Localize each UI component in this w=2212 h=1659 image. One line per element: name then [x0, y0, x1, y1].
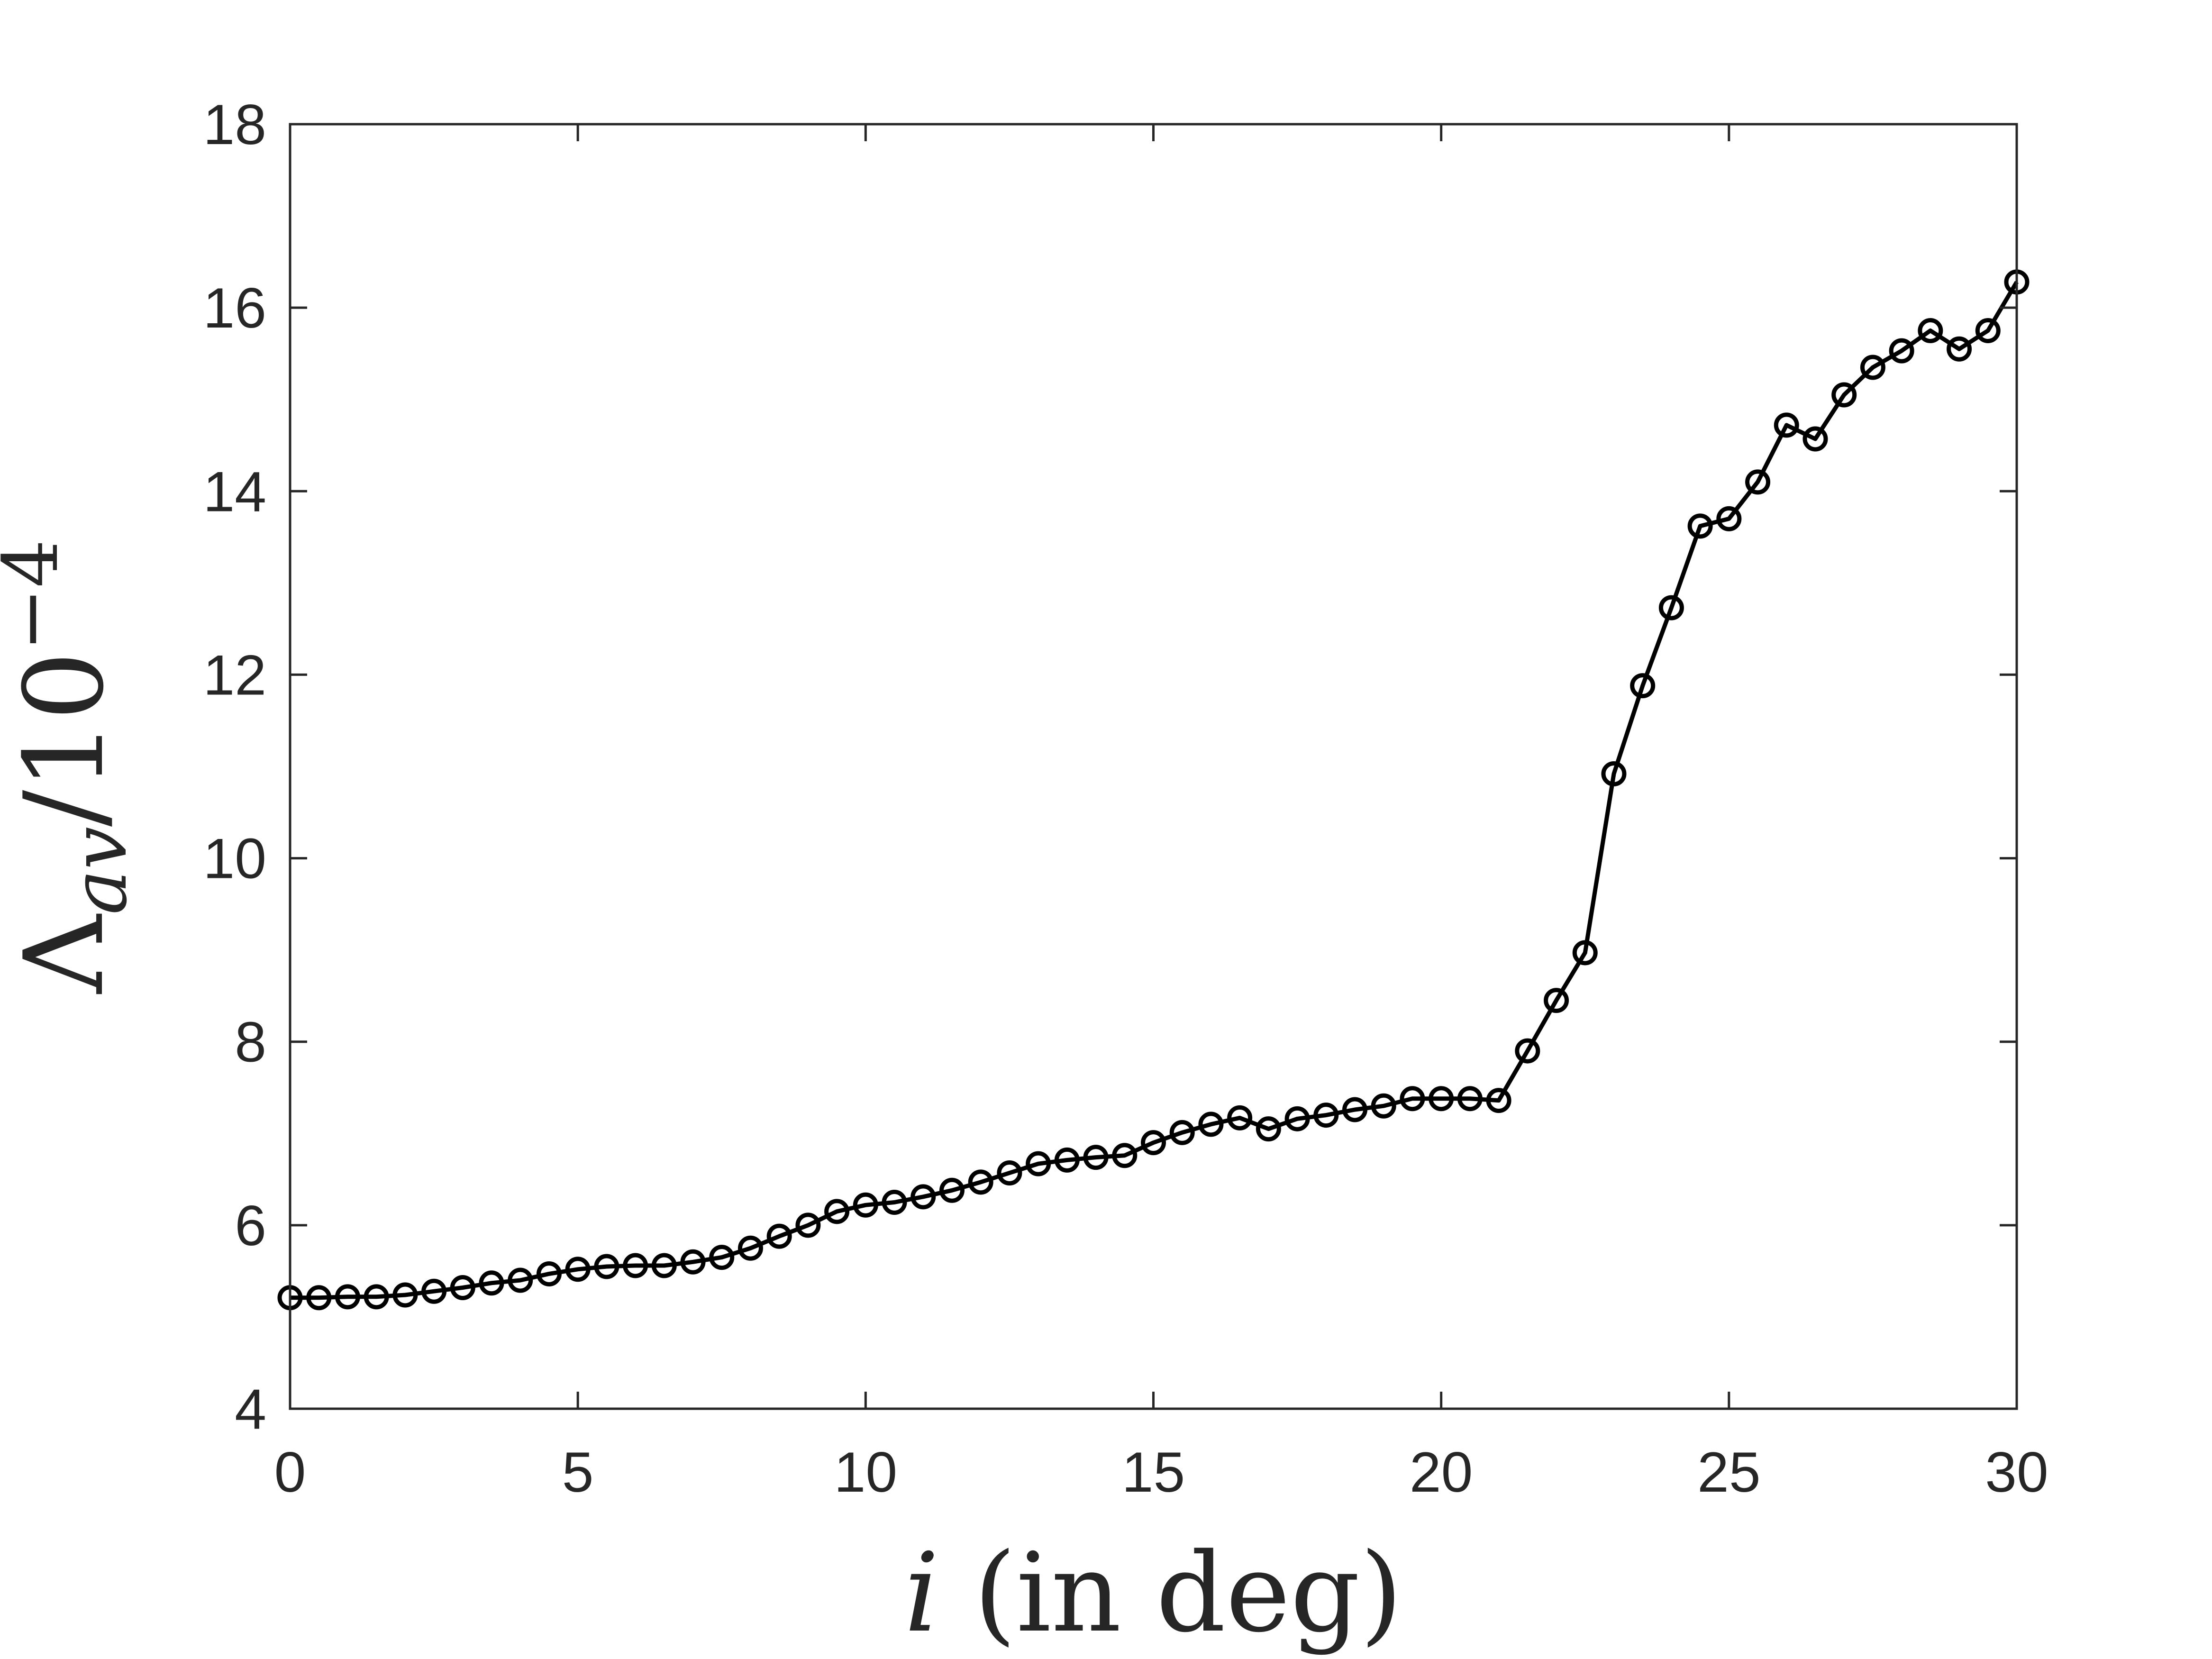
- data-point: [1918, 318, 1943, 344]
- y-tick-label: 4: [235, 1377, 266, 1441]
- data-point: [1889, 338, 1914, 364]
- x-tick-label: 30: [1985, 1440, 2048, 1504]
- data-point: [737, 1235, 763, 1261]
- data-point: [335, 1284, 360, 1310]
- data-point: [364, 1284, 389, 1310]
- data-point: [594, 1254, 619, 1279]
- data-point: [1371, 1093, 1396, 1119]
- data-point: [479, 1270, 504, 1296]
- y-axis-title-subscript: av: [55, 827, 144, 915]
- data-point: [1400, 1086, 1425, 1112]
- data-point: [1630, 673, 1656, 699]
- data-point: [1284, 1106, 1310, 1131]
- data-point: [1227, 1105, 1253, 1130]
- y-tick-label: 14: [203, 460, 266, 523]
- data-point: [795, 1212, 821, 1238]
- series-layer: [277, 269, 2030, 1311]
- data-point: [1515, 1038, 1540, 1064]
- data-point: [1658, 595, 1684, 620]
- data-point: [853, 1192, 878, 1218]
- data-point: [1342, 1097, 1368, 1122]
- data-point: [1831, 382, 1857, 408]
- y-axis-title-divisor: /10: [1, 651, 128, 827]
- x-tick-label: 25: [1697, 1440, 1760, 1504]
- y-axis-title-exponent: −4: [0, 539, 75, 651]
- data-point: [1745, 469, 1771, 495]
- data-point: [1975, 318, 2001, 344]
- data-point: [1083, 1145, 1109, 1170]
- x-axis-title: i (in deg): [904, 1530, 1403, 1657]
- x-tick-label: 15: [1122, 1440, 1185, 1504]
- data-point: [939, 1177, 965, 1203]
- data-point: [623, 1253, 648, 1278]
- data-point: [1169, 1120, 1195, 1145]
- data-point: [508, 1267, 533, 1293]
- data-point: [1429, 1086, 1454, 1112]
- x-tick-label: 5: [562, 1440, 594, 1504]
- y-tick-label: 8: [235, 1011, 266, 1074]
- data-point: [1687, 513, 1713, 539]
- data-point: [882, 1189, 907, 1215]
- data-point: [565, 1257, 591, 1282]
- data-point: [306, 1285, 332, 1311]
- data-point: [421, 1278, 447, 1304]
- x-axis-title-variable: i: [904, 1530, 939, 1657]
- y-axis-title: Λav/10−4: [0, 539, 144, 994]
- data-point: [536, 1261, 562, 1286]
- y-tick-label: 16: [203, 276, 266, 340]
- data-point: [1054, 1147, 1080, 1173]
- data-point: [1256, 1116, 1281, 1142]
- series-line-0: [290, 281, 2019, 1300]
- data-point: [1802, 426, 1828, 452]
- y-tick-label: 12: [203, 643, 266, 707]
- data-point: [766, 1223, 792, 1249]
- data-point: [910, 1184, 936, 1210]
- data-point: [1716, 506, 1742, 531]
- x-tick-label: 0: [274, 1440, 306, 1504]
- data-point: [1601, 761, 1627, 786]
- y-tick-label: 18: [203, 93, 266, 156]
- data-point: [651, 1253, 677, 1278]
- data-point: [1112, 1143, 1138, 1168]
- data-point: [709, 1245, 735, 1270]
- x-tick-label: 10: [834, 1440, 897, 1504]
- data-point: [1947, 336, 1972, 362]
- data-point: [1141, 1130, 1166, 1156]
- data-point: [1457, 1086, 1483, 1112]
- data-point: [824, 1199, 850, 1224]
- data-point: [1572, 940, 1598, 966]
- y-axis-title-lambda: Λ: [1, 913, 128, 994]
- data-point: [1026, 1151, 1051, 1176]
- data-point: [680, 1249, 706, 1275]
- x-axis-title-unit: (in deg): [939, 1530, 1402, 1657]
- data-point: [968, 1169, 993, 1195]
- data-point: [392, 1282, 418, 1308]
- y-tick-label: 10: [203, 827, 266, 891]
- data-point: [450, 1275, 475, 1300]
- data-point: [997, 1160, 1022, 1186]
- data-point: [1860, 355, 1885, 380]
- data-point: [1486, 1088, 1511, 1113]
- tick-layer: 0 5 10 15 20 25 30 4 6 8 10 12 14 16 18: [203, 93, 2048, 1504]
- y-tick-label: 6: [235, 1194, 266, 1258]
- data-point: [1774, 412, 1799, 438]
- x-tick-label: 20: [1410, 1440, 1473, 1504]
- data-point: [1313, 1103, 1339, 1128]
- data-point: [1198, 1112, 1224, 1137]
- data-point: [1544, 988, 1569, 1013]
